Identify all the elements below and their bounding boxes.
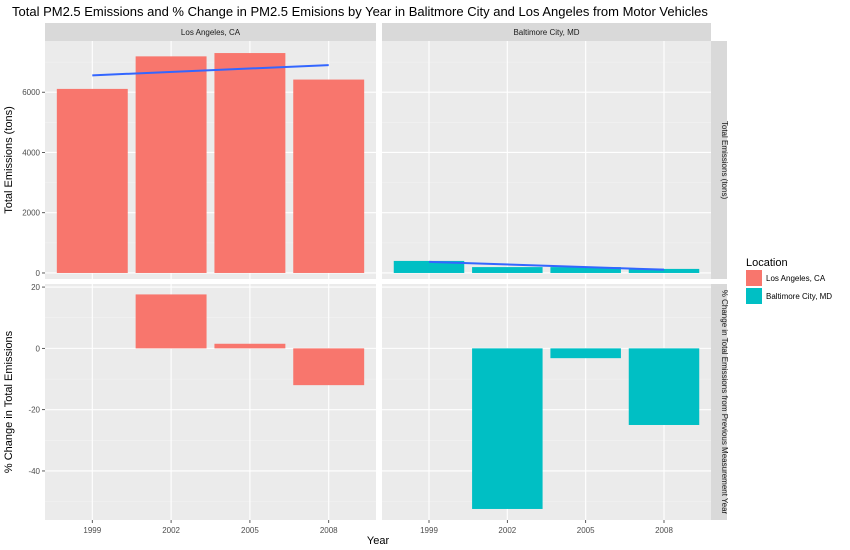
facet-strip-row-label: % Change in Total Emissions from Previou… <box>720 290 729 515</box>
panel-background <box>382 41 711 279</box>
x-tick-label: 1999 <box>83 526 101 535</box>
x-tick-label: 2005 <box>577 526 595 535</box>
legend-label: Los Angeles, CA <box>766 274 826 283</box>
bar <box>472 267 543 273</box>
bar <box>56 88 128 273</box>
y-tick-label: 2000 <box>22 209 40 218</box>
facet-strip-column-label: Baltimore City, MD <box>513 28 579 37</box>
bar <box>628 268 700 273</box>
y-tick-label: -20 <box>28 406 40 415</box>
x-tick-label: 2008 <box>320 526 338 535</box>
facet-strip-row <box>711 284 727 520</box>
y-tick-label: 6000 <box>22 88 40 97</box>
x-axis-title: Year <box>367 535 390 547</box>
x-tick-label: 1999 <box>420 526 438 535</box>
bar <box>293 79 365 273</box>
bar <box>293 348 365 386</box>
trend-line <box>92 64 329 77</box>
bar <box>214 343 286 349</box>
y-axis-title: % Change in Total Emissions <box>3 330 15 473</box>
trend-line <box>428 260 665 271</box>
panel-bars <box>135 294 365 386</box>
panel-bars <box>393 260 700 273</box>
y-tick-label: -40 <box>28 467 40 476</box>
panel-bars <box>56 53 365 273</box>
facet-strip-column-label: Los Angeles, CA <box>181 28 241 37</box>
y-axis-title: Total Emissions (tons) <box>3 106 15 214</box>
bar <box>628 348 700 425</box>
legend-key <box>746 288 762 304</box>
bar <box>550 267 621 273</box>
legend: Location Los Angeles, CA Baltimore City, … <box>746 257 832 304</box>
panel-bars <box>472 348 700 509</box>
y-tick-label: 0 <box>36 344 41 353</box>
legend-label: Baltimore City, MD <box>766 292 832 301</box>
bar <box>135 294 207 349</box>
panel-background <box>45 284 376 520</box>
y-tick-label: 20 <box>31 283 40 292</box>
x-tick-label: 2005 <box>241 526 259 535</box>
x-tick-label: 2002 <box>498 526 516 535</box>
x-tick-label: 2002 <box>162 526 180 535</box>
chart-title: Total PM2.5 Emissions and % Change in PM… <box>12 4 708 19</box>
legend-title: Location <box>746 257 788 269</box>
y-tick-label: 4000 <box>22 148 40 157</box>
facet-strip-column <box>45 23 376 41</box>
bar <box>472 348 543 509</box>
bar <box>135 56 207 273</box>
bar <box>550 348 621 359</box>
x-tick-label: 2008 <box>655 526 673 535</box>
y-tick-label: 0 <box>36 269 41 278</box>
facet-strip-row-label: Total Emissions (tons) <box>720 121 729 200</box>
facet-strip-row <box>711 41 727 279</box>
bar <box>214 53 286 273</box>
bar <box>393 260 465 273</box>
facet-strip-column <box>382 23 711 41</box>
legend-key <box>746 270 762 286</box>
